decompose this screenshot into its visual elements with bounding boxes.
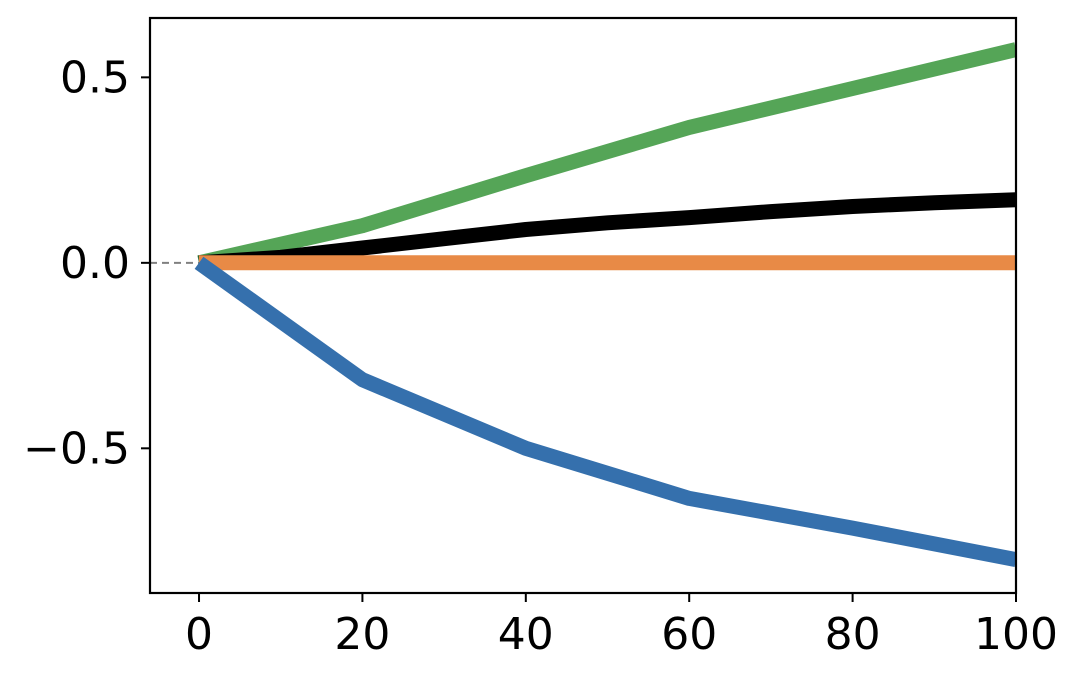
- axis-ticks: 0 20 40 60 80 100 0.5 0.0 −0.5: [23, 52, 1058, 660]
- x-tick-label: 80: [825, 609, 881, 660]
- x-tick-label: 40: [498, 609, 554, 660]
- y-tick-label: 0.0: [60, 238, 130, 289]
- y-tick-label: −0.5: [23, 423, 130, 474]
- x-tick-label: 20: [334, 609, 390, 660]
- x-tick-label: 0: [185, 609, 213, 660]
- x-tick-label: 100: [974, 609, 1058, 660]
- series-line-1: [197, 42, 1016, 271]
- plot-frame: [148, 16, 1018, 595]
- x-tick-label: 60: [661, 609, 717, 660]
- series-line-2: [198, 192, 1016, 271]
- series-line-4: [194, 256, 1016, 567]
- y-tick-label: 0.5: [60, 52, 130, 103]
- series-layer: [150, 42, 1016, 567]
